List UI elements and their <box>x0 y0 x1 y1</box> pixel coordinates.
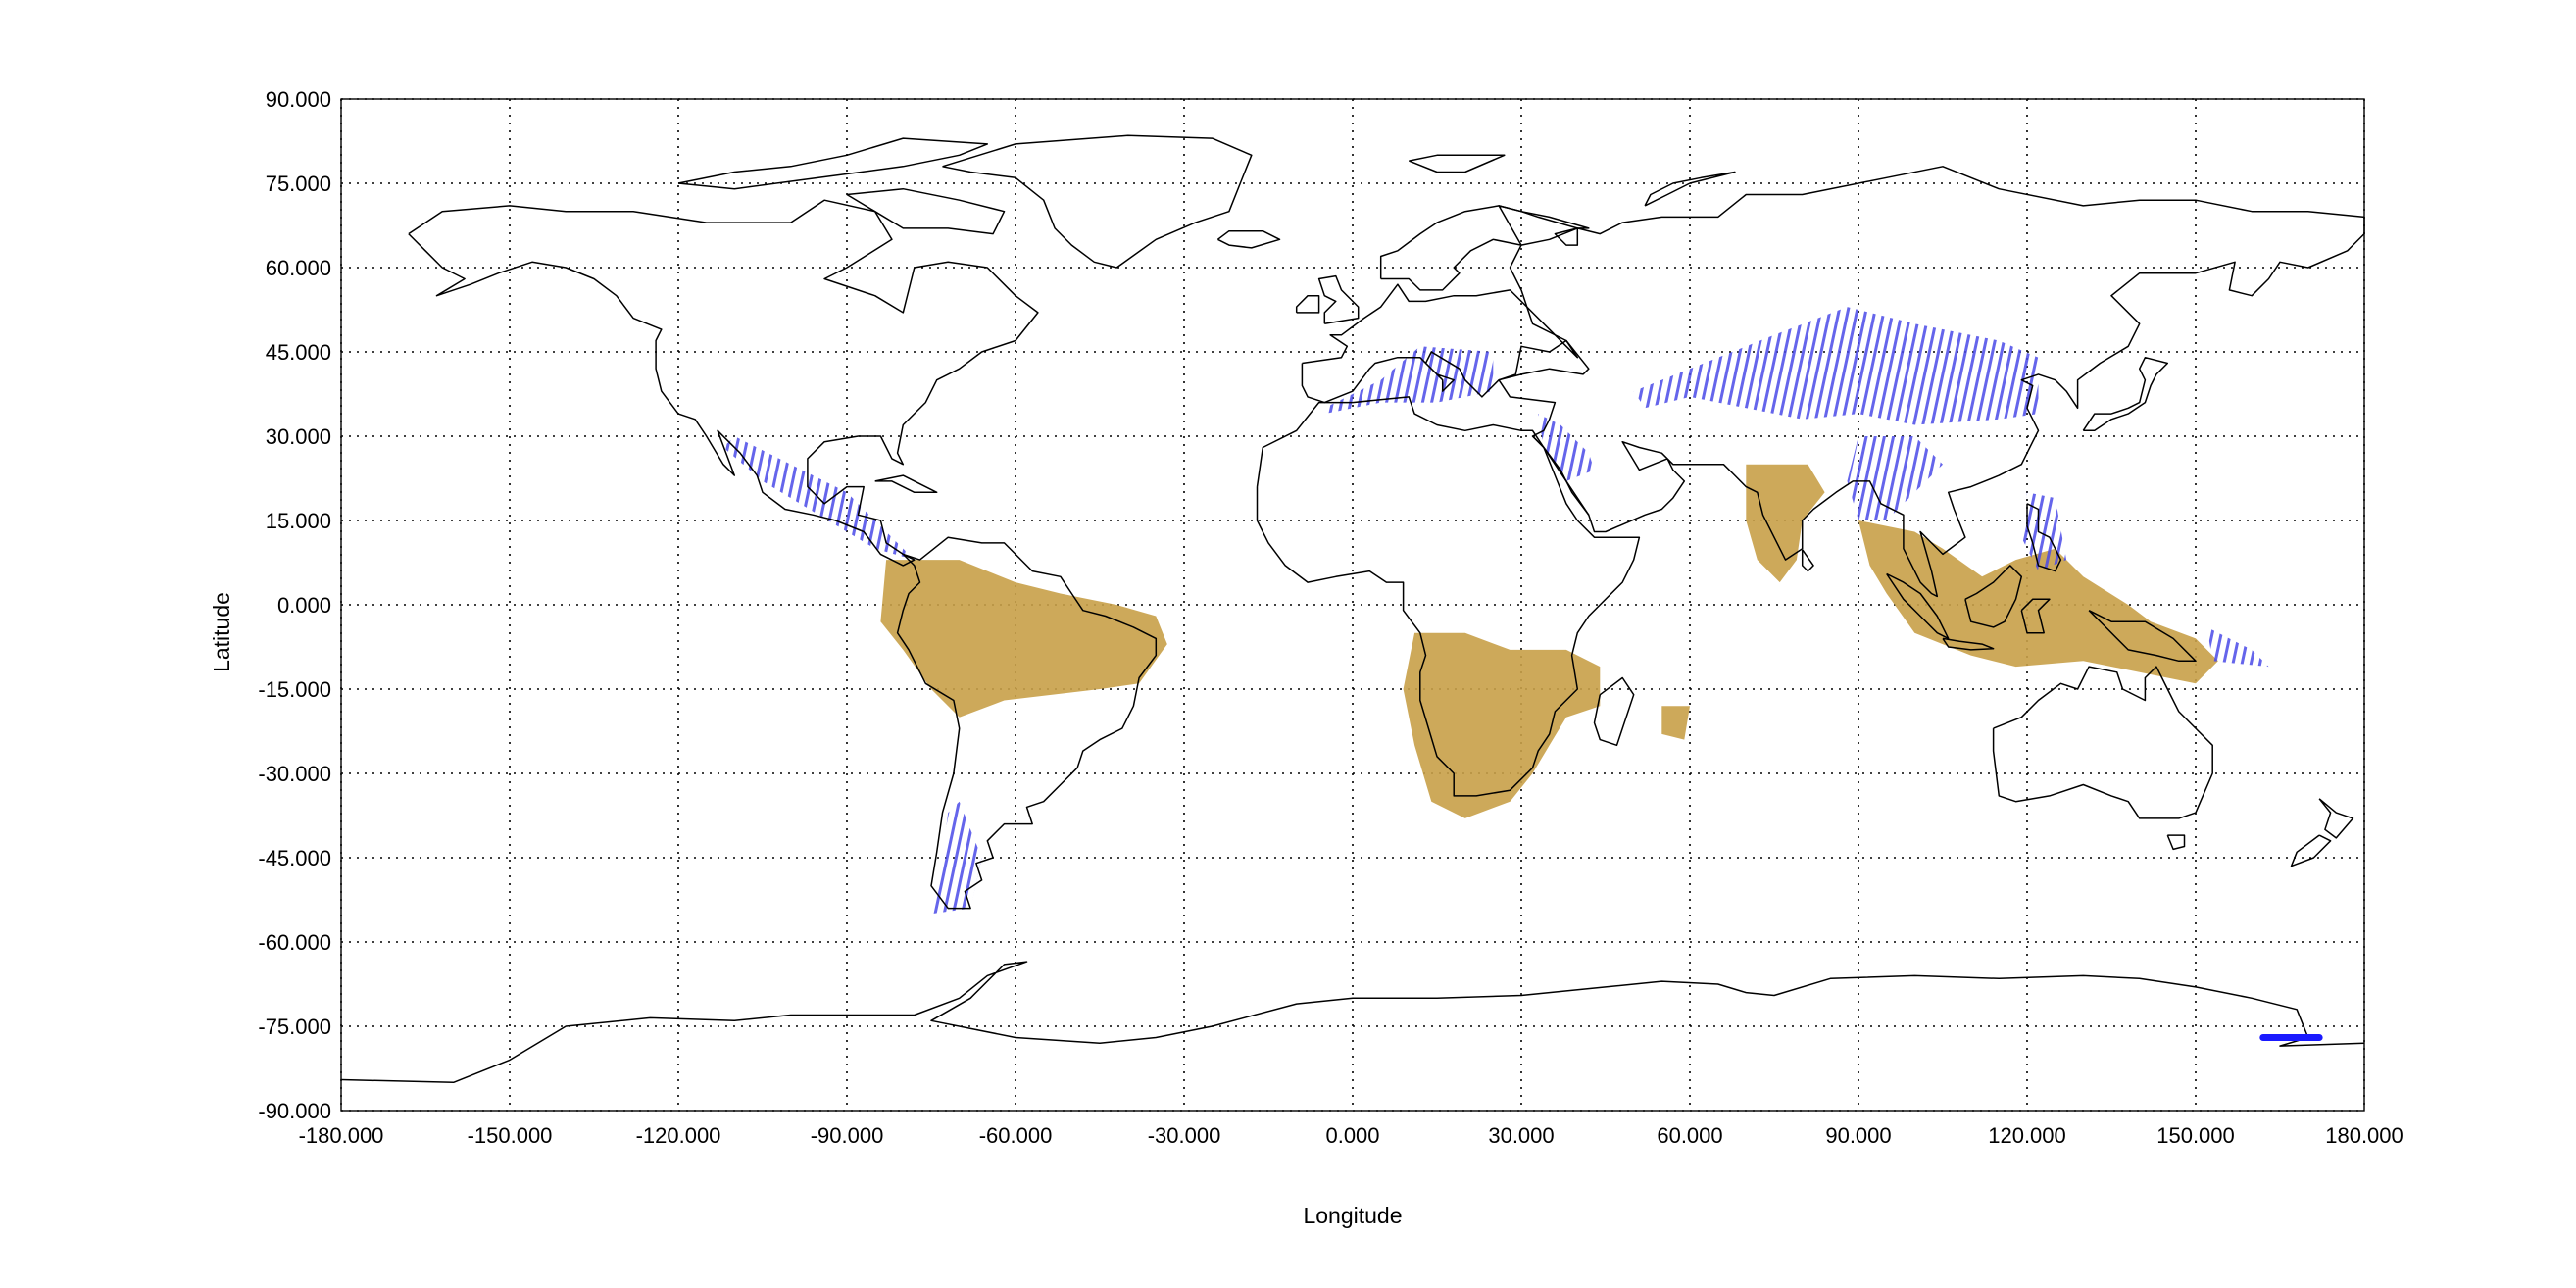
coastline <box>2082 356 2169 432</box>
y-tick-labels: 90.000 75.000 60.000 45.000 30.000 15.000 0.00… <box>258 87 331 1123</box>
x-tick-labels: -180.000 -150.000 -120.000 -90.000 -60.000 -3… <box>299 1123 2403 1148</box>
filled-region <box>1403 632 1601 818</box>
coastline <box>1992 666 2213 819</box>
coastline <box>2318 798 2354 839</box>
coastline <box>896 536 1158 910</box>
coastline <box>1256 396 1641 797</box>
x-tick-label: 150.000 <box>2156 1123 2235 1148</box>
coastline <box>846 187 1006 235</box>
coastline <box>2088 610 2197 663</box>
hatched-region <box>1847 436 1943 520</box>
x-tick-label: -180.000 <box>299 1123 384 1148</box>
y-tick-label: 60.000 <box>266 256 331 280</box>
filled-region <box>1661 706 1690 740</box>
y-tick-label: -90.000 <box>258 1099 331 1123</box>
y-tick-label: -75.000 <box>258 1015 331 1039</box>
y-tick-label: 30.000 <box>266 424 331 449</box>
y-axis-title: Latitude <box>209 592 234 672</box>
x-tick-label: 90.000 <box>1825 1123 1891 1148</box>
coastline <box>1942 637 1995 651</box>
data-regions <box>722 307 2269 915</box>
coastline <box>1801 549 1814 572</box>
coastline <box>2026 503 2062 572</box>
hatched-region <box>2021 492 2067 571</box>
filled-region <box>1858 520 2218 684</box>
y-tick-label: 90.000 <box>266 87 331 112</box>
coastline <box>1295 294 1320 314</box>
coastlines <box>340 134 2365 1084</box>
coastline <box>1886 572 1950 640</box>
hatched-region <box>1633 307 2039 425</box>
filled-region <box>880 560 1167 718</box>
coastline <box>677 137 989 190</box>
x-tick-label: 0.000 <box>1325 1123 1379 1148</box>
y-tick-label: 0.000 <box>277 593 331 618</box>
coastline <box>1216 229 1281 249</box>
y-tick-label: 15.000 <box>266 509 331 533</box>
x-tick-label: -120.000 <box>636 1123 721 1148</box>
y-tick-label: 45.000 <box>266 340 331 365</box>
hatched-region <box>2206 626 2269 668</box>
y-tick-label: -45.000 <box>258 846 331 870</box>
coastline <box>942 134 1253 269</box>
y-tick-label: -60.000 <box>258 930 331 955</box>
hatched-region <box>1324 346 1494 415</box>
coastline <box>2020 598 2051 634</box>
coastline <box>408 199 1039 567</box>
x-tick-label: -60.000 <box>979 1123 1053 1148</box>
coastline <box>1409 154 1506 173</box>
hatched-region <box>1538 414 1595 481</box>
y-tick-label: 75.000 <box>266 172 331 196</box>
x-tick-label: 180.000 <box>2325 1123 2403 1148</box>
x-tick-label: 60.000 <box>1657 1123 1722 1148</box>
plot-frame <box>340 98 2365 1112</box>
coastline <box>1317 274 1360 325</box>
x-tick-label: 30.000 <box>1488 1123 1554 1148</box>
coastline <box>1379 205 1579 291</box>
hatched-region <box>931 801 982 915</box>
x-tick-label: -90.000 <box>811 1123 884 1148</box>
x-tick-label: 120.000 <box>1988 1123 2066 1148</box>
coastline <box>1593 676 1635 747</box>
coastline <box>340 961 2365 1084</box>
coastline <box>874 474 938 494</box>
coastline <box>1531 435 1590 516</box>
coastline <box>2290 834 2332 867</box>
x-tick-label: -30.000 <box>1148 1123 1221 1148</box>
y-tick-label: -15.000 <box>258 677 331 702</box>
x-axis-title: Longitude <box>1303 1203 1402 1228</box>
coastline <box>1644 171 1736 207</box>
filled-region <box>1746 464 1825 583</box>
x-tick-label: -150.000 <box>468 1123 553 1148</box>
coastline <box>2166 834 2186 851</box>
y-tick-label: -30.000 <box>258 762 331 786</box>
coastline <box>1964 565 2023 628</box>
coastline <box>1498 166 2365 598</box>
